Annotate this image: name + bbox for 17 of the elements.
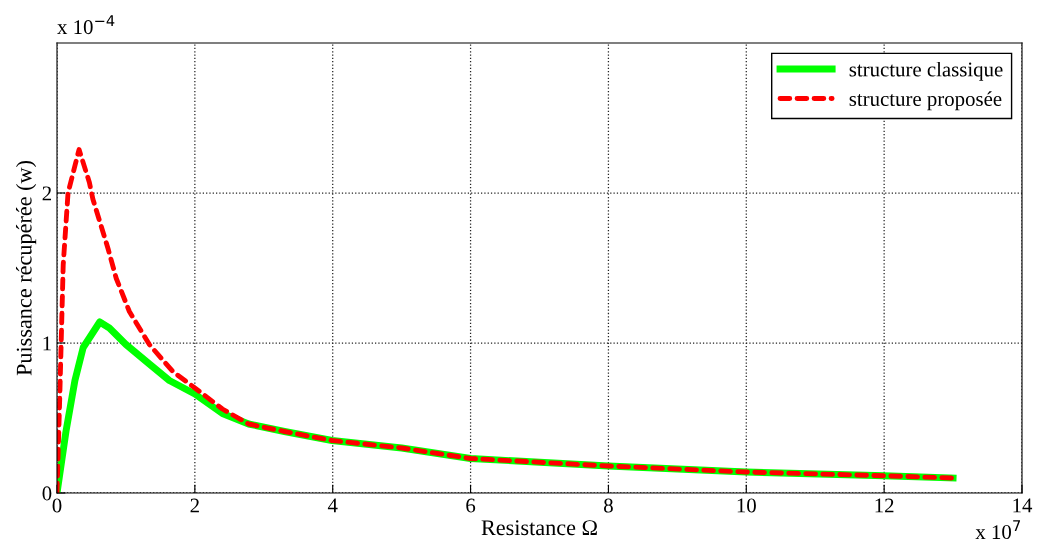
x-tick-label: 10 — [737, 498, 756, 513]
y-tick-label: 1 — [43, 336, 51, 351]
x-tick-label: 14 — [1013, 498, 1033, 513]
x-tick-label: 2 — [190, 498, 199, 513]
x-tick-label: 6 — [466, 498, 476, 513]
y-tick-label: 2 — [42, 186, 51, 201]
y-tick-label: 0 — [42, 486, 52, 501]
x-tick-label: 0 — [52, 498, 62, 513]
y-axis-title: Puissance récupérée (w) — [15, 161, 37, 376]
x-tick-label: 4 — [327, 498, 338, 513]
x-tick-label: 8 — [604, 498, 613, 513]
legend-label: structure classique — [849, 61, 1003, 81]
x-axis-title: Resistance Ω — [481, 520, 597, 536]
legend-label: structure proposée — [849, 91, 1002, 111]
x-tick-label: 12 — [875, 498, 894, 513]
text: x 10$^{−4}$ — [57, 15, 115, 35]
text: x 10$^{7}$ — [975, 520, 1021, 540]
